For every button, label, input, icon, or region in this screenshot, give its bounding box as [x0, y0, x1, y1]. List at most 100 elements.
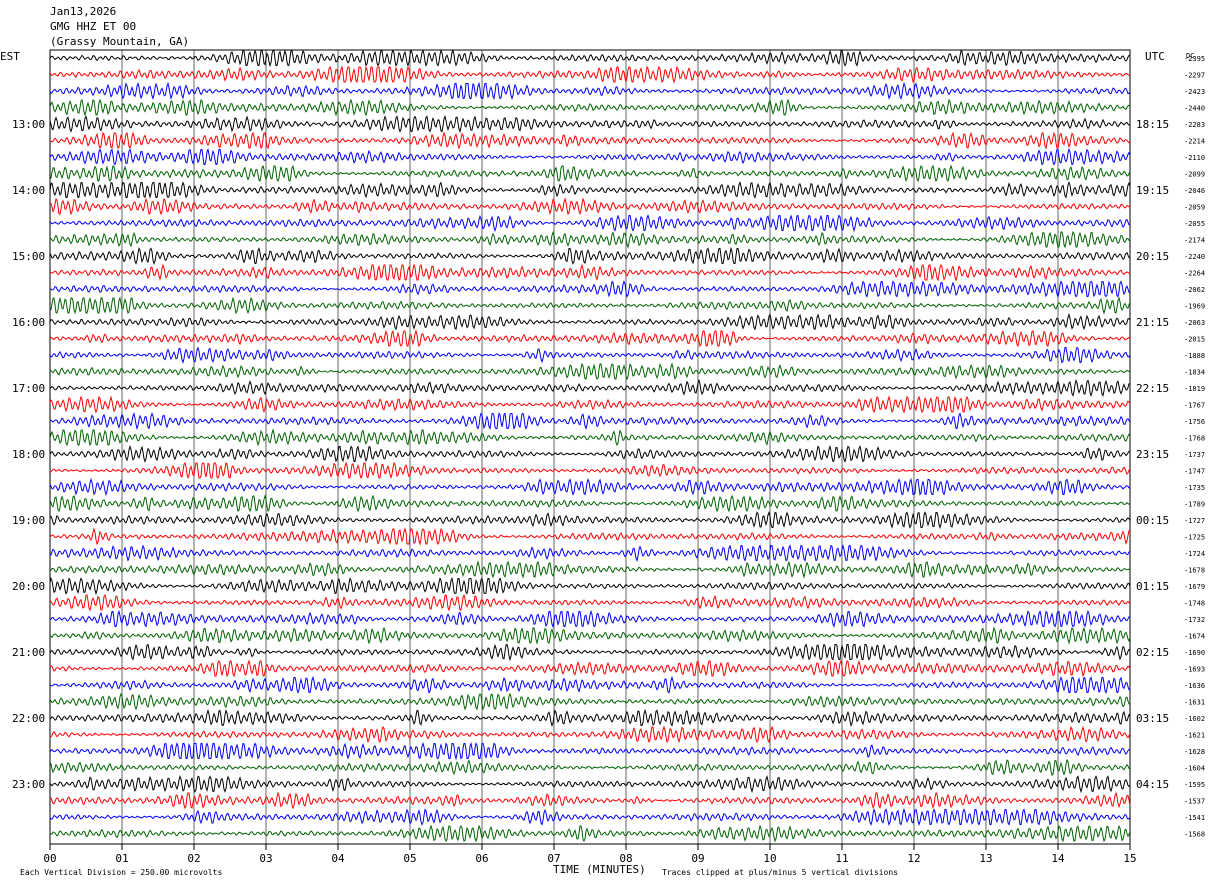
seismic-trace	[49, 725, 1131, 744]
est-hour-label: 23:00	[12, 778, 45, 791]
dc-offset-label: -2240	[1184, 253, 1205, 261]
dc-offset-label: -2046	[1184, 187, 1205, 195]
seismic-trace	[49, 81, 1131, 101]
seismic-trace	[49, 280, 1131, 299]
seismic-trace	[49, 576, 1131, 596]
dc-offset-label: -1724	[1184, 550, 1205, 558]
dc-offset-label: -2099	[1184, 171, 1205, 179]
dc-offset-label: -2055	[1184, 220, 1205, 228]
seismic-trace	[49, 214, 1131, 233]
dc-offset-label: -1969	[1184, 303, 1205, 311]
dc-offset-label: -2423	[1184, 88, 1205, 96]
seismic-trace	[49, 147, 1131, 166]
est-hour-labels: 13:00 14:00 15:00 16:00 17:00 18:00 19:00 20:00…	[12, 118, 45, 791]
dc-offset-label: -1735	[1184, 484, 1205, 492]
x-axis-title: TIME (MINUTES)	[553, 863, 646, 876]
seismic-trace	[49, 692, 1131, 711]
minute-gridlines	[49, 50, 1131, 850]
utc-hour-label: 21:15	[1136, 316, 1169, 329]
utc-hour-label: 18:15	[1136, 118, 1169, 131]
seismic-trace	[49, 329, 1131, 348]
dc-offset-label: -1674	[1184, 633, 1205, 641]
est-zone-label: EST	[0, 50, 20, 63]
dc-offset-label: -2062	[1184, 286, 1205, 294]
x-tick-label: 12	[907, 852, 920, 865]
date-label: Jan13,2026	[50, 5, 116, 18]
dc-offset-label: -1541	[1184, 814, 1205, 822]
seismic-trace	[49, 758, 1131, 776]
est-hour-label: 22:00	[12, 712, 45, 725]
seismic-trace	[49, 791, 1131, 810]
location-label: (Grassy Mountain, GA)	[50, 35, 189, 48]
seismic-trace	[49, 312, 1131, 331]
x-tick-label: 03	[259, 852, 272, 865]
dc-offset-label: -1767	[1184, 402, 1205, 410]
seismic-trace	[49, 774, 1131, 794]
seismic-trace	[49, 659, 1131, 678]
dc-offset-label: -1737	[1184, 451, 1205, 459]
seismic-trace	[49, 246, 1131, 265]
seismic-trace	[49, 65, 1131, 84]
seismic-trace	[49, 164, 1131, 183]
seismic-trace	[49, 412, 1131, 431]
dc-offset-label: -1604	[1184, 765, 1205, 773]
seismic-trace	[49, 181, 1131, 199]
dc-offset-label: -2214	[1184, 138, 1205, 146]
dc-offset-label: -2015	[1184, 336, 1205, 344]
dc-offset-label: -1602	[1184, 715, 1205, 723]
seismic-trace	[49, 362, 1131, 381]
est-hour-label: 20:00	[12, 580, 45, 593]
dc-offset-label: -1636	[1184, 682, 1205, 690]
seismic-trace	[49, 230, 1131, 249]
dc-offset-label: -1690	[1184, 649, 1205, 657]
est-hour-label: 14:00	[12, 184, 45, 197]
x-tick-label: 05	[403, 852, 416, 865]
x-tick-label: 01	[115, 852, 128, 865]
dc-offset-label: -2264	[1184, 270, 1205, 278]
seismic-trace	[49, 428, 1131, 447]
dc-offset-label: -1819	[1184, 385, 1205, 393]
est-hour-label: 18:00	[12, 448, 45, 461]
est-hour-label: 15:00	[12, 250, 45, 263]
seismic-trace	[49, 263, 1131, 282]
seismic-trace	[49, 378, 1131, 398]
est-hour-label: 16:00	[12, 316, 45, 329]
dc-offset-label: -1628	[1184, 748, 1205, 756]
seismic-trace	[49, 741, 1131, 761]
seismic-trace	[49, 626, 1131, 645]
seismic-trace	[49, 98, 1131, 117]
dc-offset-labels: -2395 -2297 -2423 -2440 -2283 -2214 -2110 -2099…	[1184, 55, 1205, 839]
seismic-trace	[49, 131, 1131, 150]
utc-hour-label: 04:15	[1136, 778, 1169, 791]
seismic-trace	[49, 544, 1131, 563]
seismic-trace	[49, 477, 1131, 497]
x-tick-label: 00	[43, 852, 56, 865]
seismic-trace	[49, 296, 1131, 315]
x-tick-label: 11	[835, 852, 848, 865]
est-hour-label: 17:00	[12, 382, 45, 395]
dc-offset-label: -1693	[1184, 666, 1205, 674]
utc-hour-label: 00:15	[1136, 514, 1169, 527]
dc-offset-label: -1768	[1184, 435, 1205, 443]
dc-offset-label: -2174	[1184, 237, 1205, 245]
dc-offset-label: -1748	[1184, 600, 1205, 608]
est-hour-label: 19:00	[12, 514, 45, 527]
est-hour-label: 13:00	[12, 118, 45, 131]
seismic-trace	[49, 527, 1131, 546]
seismic-trace	[49, 461, 1131, 480]
trace-group	[49, 48, 1131, 843]
seismic-trace	[49, 708, 1131, 728]
dc-offset-label: -2395	[1184, 55, 1205, 63]
seismic-trace	[49, 560, 1131, 579]
station-label: GMG HHZ ET 00	[50, 20, 136, 33]
dc-offset-label: -1727	[1184, 517, 1205, 525]
dc-offset-label: -1725	[1184, 534, 1205, 542]
dc-header-label: DC	[1186, 52, 1194, 60]
dc-offset-label: -2297	[1184, 72, 1205, 80]
dc-offset-label: -2110	[1184, 154, 1205, 162]
seismic-trace	[49, 609, 1131, 629]
dc-offset-label: -1621	[1184, 732, 1205, 740]
x-tick-labels: 00 01 02 03 04 05 06 07 08 09 10 11 12 13 14 15	[43, 852, 1136, 865]
x-tick-label: 02	[187, 852, 200, 865]
